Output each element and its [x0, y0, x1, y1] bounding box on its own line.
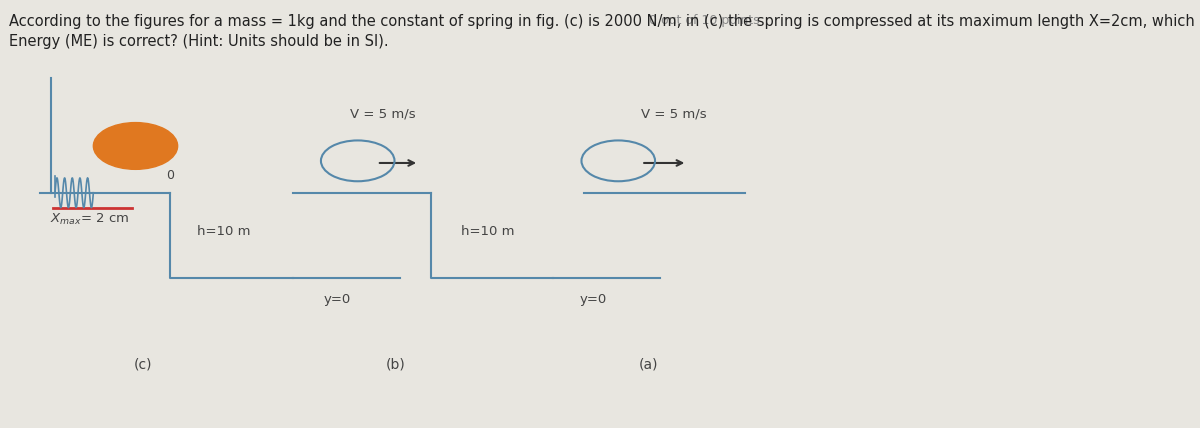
- Text: y=0: y=0: [580, 293, 607, 306]
- Text: V = 5 m/s: V = 5 m/s: [350, 107, 415, 120]
- Text: y=0: y=0: [323, 293, 350, 306]
- Text: h=10 m: h=10 m: [461, 225, 515, 238]
- Text: 0: 0: [166, 169, 174, 182]
- Text: V = 5 m/s: V = 5 m/s: [641, 107, 707, 120]
- Text: $X_{max}$= 2 cm: $X_{max}$= 2 cm: [50, 212, 130, 227]
- Text: 0 out of 10 points: 0 out of 10 points: [649, 14, 760, 27]
- Text: h=10 m: h=10 m: [197, 225, 251, 238]
- Text: According to the figures for a mass = 1kg and the constant of spring in fig. (c): According to the figures for a mass = 1k…: [10, 14, 1200, 49]
- Text: (a): (a): [640, 357, 659, 372]
- Circle shape: [94, 122, 178, 169]
- Text: (b): (b): [386, 357, 406, 372]
- Text: (c): (c): [134, 357, 152, 372]
